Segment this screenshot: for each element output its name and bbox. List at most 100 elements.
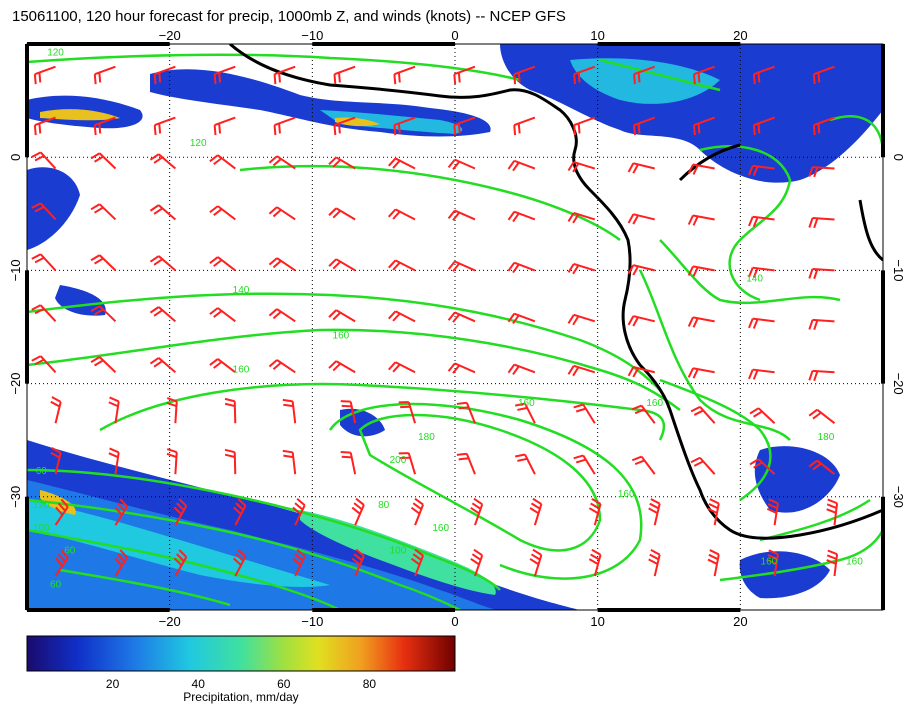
wind-barb — [627, 264, 655, 276]
contour-label: 160 — [518, 398, 535, 409]
wind-barb — [752, 116, 775, 136]
wind-barb — [54, 498, 69, 526]
wind-barb — [752, 65, 775, 85]
wind-barb — [213, 116, 236, 136]
wind-barb — [328, 156, 356, 170]
precip-area — [40, 109, 120, 121]
wind-barb — [808, 369, 835, 381]
wind-barb — [507, 210, 536, 223]
wind-barb — [328, 360, 356, 374]
precip-area — [300, 510, 496, 595]
wind-barb — [749, 458, 776, 475]
wind-barb — [328, 207, 356, 221]
contour-label: 160 — [333, 330, 350, 341]
wind-barb — [282, 398, 297, 424]
lon-tick-label-top: −20 — [159, 28, 181, 43]
wind-barb — [627, 366, 655, 378]
wind-barb — [114, 549, 128, 577]
map-plot-area: 120 120 140 160 160 180 160 160 200 160 140 160 180 1… — [27, 44, 883, 610]
contour-line — [99, 382, 666, 441]
wind-barb — [826, 498, 839, 526]
contour-line — [27, 292, 661, 391]
wind-barb — [268, 155, 296, 170]
wind-barb — [209, 307, 236, 323]
map-title: 15061100, 120 hour forecast for precip, … — [12, 8, 566, 25]
wind-barb — [31, 202, 57, 221]
wind-barb — [748, 164, 775, 177]
precip-area — [739, 551, 830, 599]
contour-label: 160 — [618, 489, 635, 500]
wind-barb — [166, 397, 178, 424]
wind-barb — [456, 401, 476, 424]
contour-label: 100 — [33, 523, 50, 534]
wind-barb — [567, 161, 596, 173]
lat-tick-label-right: −10 — [891, 259, 906, 281]
wind-barb — [690, 456, 716, 475]
wind-barb — [50, 396, 62, 424]
wind-barb — [54, 549, 69, 577]
wind-barb — [515, 402, 536, 424]
wind-barb — [108, 447, 120, 475]
wind-barb — [328, 258, 356, 272]
wind-barb — [149, 306, 177, 323]
wind-barb — [209, 205, 236, 221]
wind-barb — [812, 65, 835, 85]
frame-ticks — [25, 42, 885, 612]
contour-line — [59, 568, 231, 607]
colorbar-gradient — [26, 635, 456, 672]
lat-tick-label-left: −30 — [8, 486, 23, 508]
wind-barb — [173, 498, 188, 526]
wind-barb — [268, 206, 296, 221]
wind-barb — [627, 162, 655, 174]
contour-label-layer: 120 120 140 160 160 180 160 160 200 160 140 160 180 1… — [33, 47, 863, 590]
wind-barb — [808, 318, 835, 331]
wind-barb — [447, 158, 476, 170]
wind-barb — [748, 215, 775, 227]
precip-area — [27, 500, 330, 587]
contour-label: 180 — [418, 432, 435, 443]
colorbar-tick-label: 40 — [192, 677, 206, 691]
wind-barb — [687, 265, 715, 277]
lat-tick-label-right: 0 — [891, 154, 906, 161]
lat-tick-label-left: −10 — [8, 259, 23, 281]
contour-label: 120 — [190, 138, 207, 149]
wind-barb — [529, 548, 543, 577]
wind-barb — [513, 116, 536, 136]
contour-label: 160 — [432, 523, 449, 534]
wind-barb — [224, 448, 237, 475]
contour-line — [27, 468, 501, 591]
wind-barb — [631, 455, 656, 475]
wind-barb — [173, 549, 188, 577]
contour-label: 120 — [47, 47, 64, 58]
coastline — [229, 44, 883, 540]
wind-barb — [410, 497, 425, 526]
wind-barb — [398, 401, 417, 424]
wind-barb — [33, 116, 56, 136]
wind-barb — [388, 310, 416, 323]
wind-barb — [153, 116, 176, 136]
wind-barb — [268, 359, 296, 374]
contour-line — [659, 239, 841, 305]
wind-barb — [808, 217, 835, 229]
wind-barb — [31, 304, 57, 323]
wind-barb — [507, 159, 536, 172]
wind-barb — [31, 151, 57, 170]
coastline — [678, 143, 741, 182]
wind-barb — [282, 449, 297, 475]
wind-barb — [453, 116, 476, 136]
wind-barb — [826, 549, 839, 577]
wind-barb — [633, 65, 656, 85]
wind-barb — [213, 65, 236, 85]
wind-barb — [90, 305, 117, 323]
wind-barb — [114, 498, 128, 526]
colorbar-tick-label: 20 — [106, 677, 120, 691]
wind-barb — [687, 214, 715, 226]
wind-barb — [573, 116, 596, 136]
wind-barb — [90, 254, 117, 272]
lon-tick-label-bottom: −10 — [301, 614, 323, 629]
wind-barb — [573, 65, 596, 85]
contour-label: 160 — [233, 364, 250, 375]
wind-barb — [31, 355, 57, 373]
wind-barb — [588, 497, 602, 526]
